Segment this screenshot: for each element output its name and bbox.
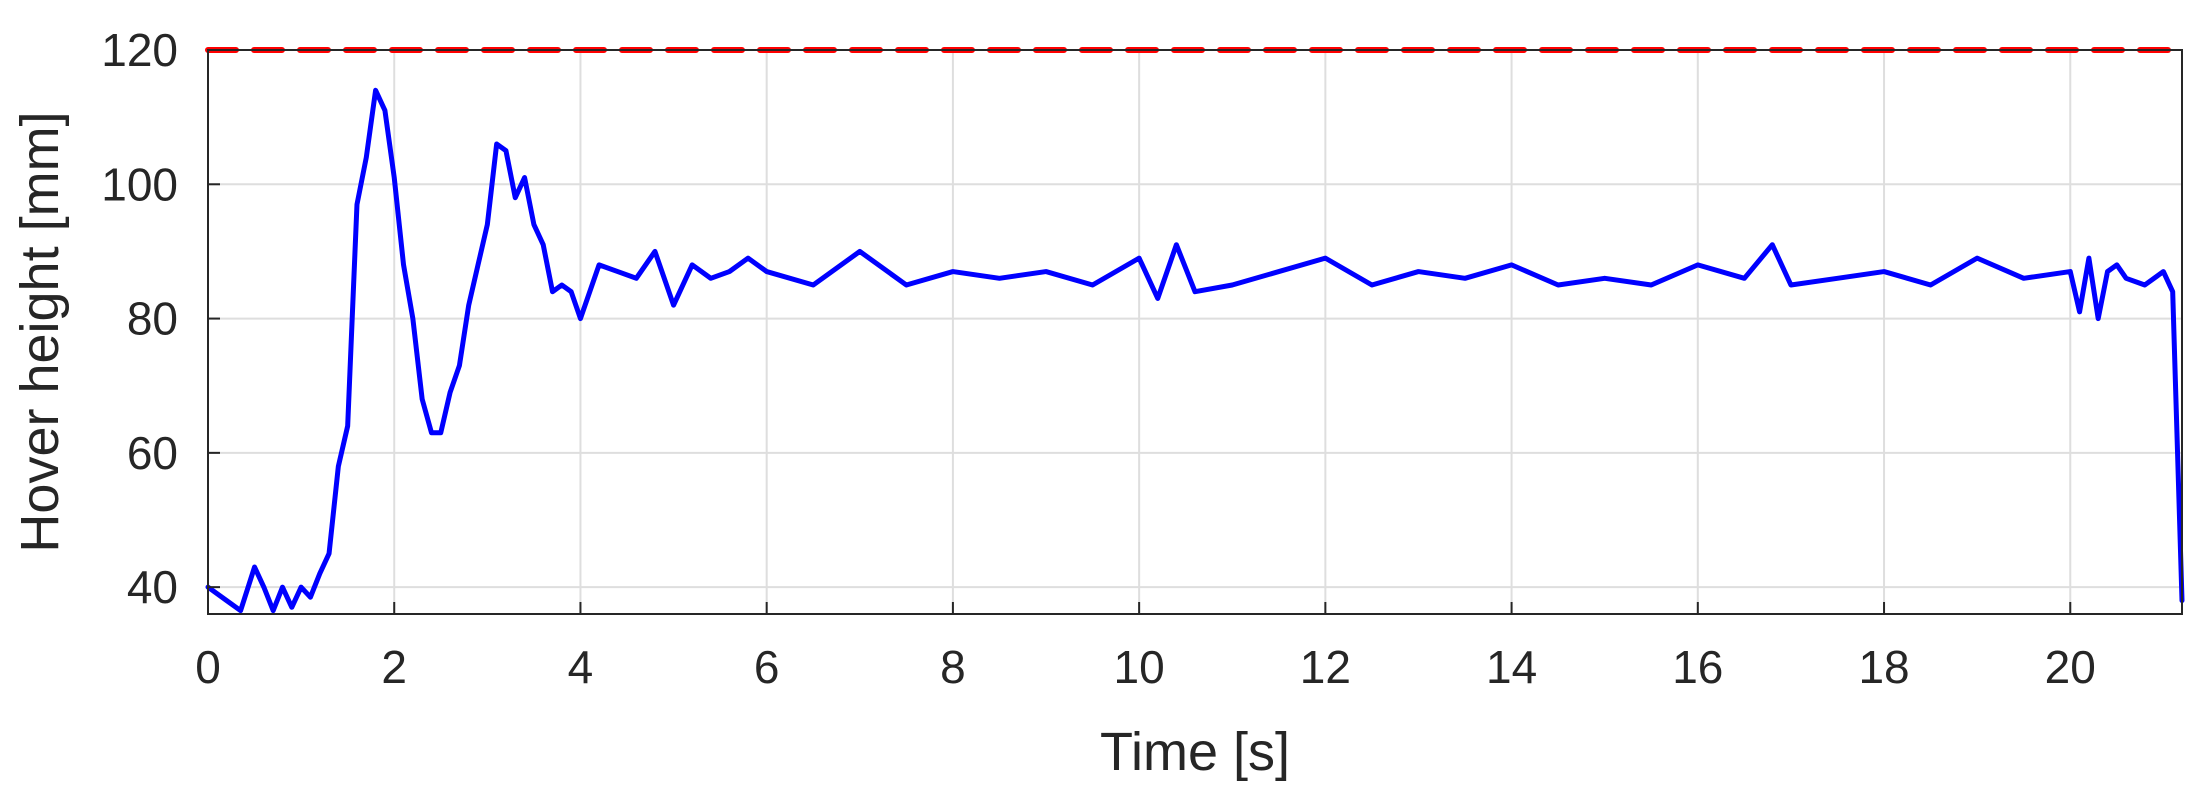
x-tick-label: 4 — [568, 641, 594, 693]
plot-frame — [207, 49, 2183, 615]
y-tick-label: 120 — [101, 24, 178, 76]
hover-height-series — [205, 87, 2185, 614]
y-tick-labels: 40 60 80 100 120 — [101, 24, 178, 613]
y-tick-label: 40 — [127, 561, 178, 613]
x-tick-label: 6 — [754, 641, 780, 693]
x-tick-label: 12 — [1300, 641, 1351, 693]
y-tick-label: 80 — [127, 293, 178, 345]
x-tick-label: 10 — [1114, 641, 1165, 693]
y-tick-label: 60 — [127, 427, 178, 479]
x-axis-label: Time [s] — [1100, 722, 1290, 782]
series-layer — [205, 47, 2185, 614]
tick-mark-layer — [207, 49, 2072, 614]
x-tick-label: 16 — [1672, 641, 1723, 693]
x-tick-label: 0 — [195, 641, 221, 693]
x-tick-label: 20 — [2045, 641, 2096, 693]
y-tick-label: 100 — [101, 158, 178, 210]
grid-layer — [207, 49, 2182, 614]
x-tick-labels: 0 2 4 6 8 10 12 14 16 18 20 — [195, 641, 2096, 693]
x-tick-label: 14 — [1486, 641, 1537, 693]
x-tick-label: 2 — [381, 641, 407, 693]
x-tick-label: 18 — [1858, 641, 1909, 693]
x-tick-label: 8 — [940, 641, 966, 693]
y-axis-label: Hover height [mm] — [10, 111, 70, 552]
